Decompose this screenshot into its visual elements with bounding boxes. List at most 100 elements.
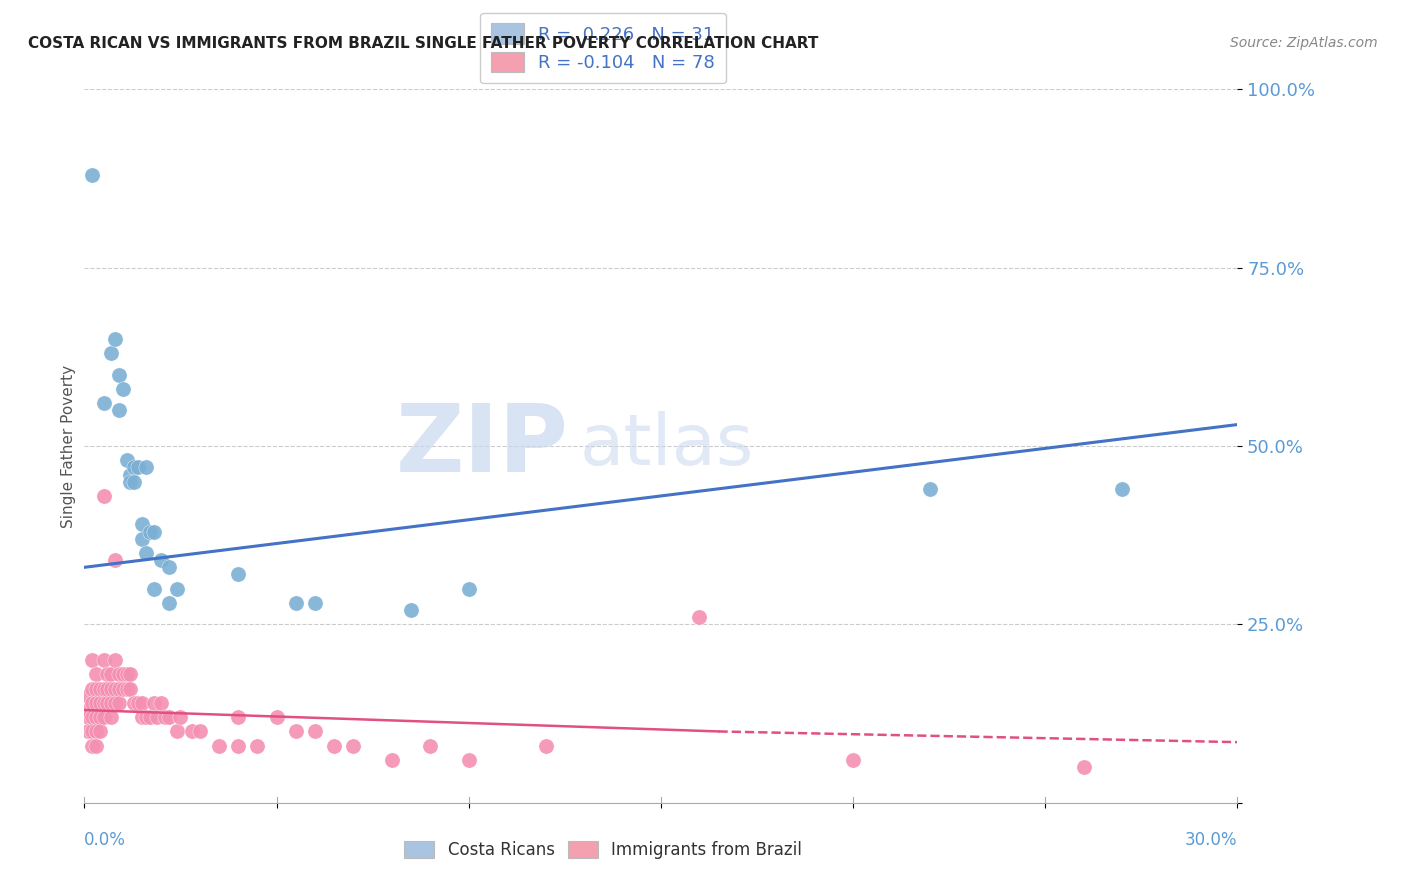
Point [150,553,173,567]
Point [96,696,118,710]
Point [169,710,191,724]
Point [80,739,103,753]
Point [111,667,134,681]
Point [100,696,122,710]
Point [842,753,865,767]
Point [84,681,107,696]
Point [100,667,122,681]
Point [108,403,131,417]
Point [108,667,131,681]
Text: COSTA RICAN VS IMMIGRANTS FROM BRAZIL SINGLE FATHER POVERTY CORRELATION CHART: COSTA RICAN VS IMMIGRANTS FROM BRAZIL SI… [28,36,818,51]
Point [120,681,142,696]
Point [181,724,204,739]
Point [104,696,127,710]
Y-axis label: Single Father Poverty: Single Father Poverty [60,365,76,527]
Point [77,703,100,717]
Point [135,546,157,560]
Point [457,753,479,767]
Point [284,596,307,610]
Point [108,368,131,382]
Point [77,710,100,724]
Point [381,753,404,767]
Point [138,710,160,724]
Point [127,696,149,710]
Point [304,596,326,610]
Point [77,689,100,703]
Point [89,696,111,710]
Point [124,696,146,710]
Text: 0.0%: 0.0% [84,831,127,849]
Point [399,603,422,617]
Point [284,724,307,739]
Point [108,681,131,696]
Point [342,739,364,753]
Point [124,460,146,475]
Point [150,696,173,710]
Point [93,681,115,696]
Point [208,739,231,753]
Point [104,653,127,667]
Point [188,724,211,739]
Text: 30.0%: 30.0% [1185,831,1237,849]
Point [323,739,346,753]
Point [115,453,138,467]
Point [80,168,103,182]
Point [93,696,115,710]
Point [104,553,127,567]
Point [166,582,188,596]
Point [120,467,142,482]
Point [457,582,479,596]
Point [142,696,165,710]
Point [226,739,249,753]
Point [80,653,103,667]
Point [138,524,160,539]
Point [131,532,153,546]
Point [96,681,118,696]
Point [124,475,146,489]
Point [142,582,165,596]
Point [89,724,111,739]
Point [100,346,122,360]
Point [226,567,249,582]
Point [96,667,118,681]
Point [153,710,176,724]
Point [84,724,107,739]
Point [100,681,122,696]
Point [419,739,441,753]
Point [157,710,180,724]
Point [93,653,115,667]
Point [111,382,134,396]
Point [135,460,157,475]
Point [84,710,107,724]
Point [89,681,111,696]
Point [93,489,115,503]
Point [120,667,142,681]
Text: Source: ZipAtlas.com: Source: ZipAtlas.com [1230,36,1378,50]
Point [108,696,131,710]
Point [688,610,710,624]
Point [115,667,138,681]
Point [120,475,142,489]
Text: atlas: atlas [581,411,755,481]
Point [80,681,103,696]
Point [142,524,165,539]
Point [166,724,188,739]
Point [89,710,111,724]
Point [84,667,107,681]
Point [80,724,103,739]
Point [1111,482,1133,496]
Point [115,681,138,696]
Point [84,696,107,710]
Point [80,710,103,724]
Point [77,724,100,739]
Point [127,460,149,475]
Point [104,332,127,346]
Text: ZIP: ZIP [395,400,568,492]
Point [131,517,153,532]
Point [84,739,107,753]
Point [93,396,115,410]
Point [135,710,157,724]
Point [534,739,557,753]
Point [157,560,180,574]
Point [157,596,180,610]
